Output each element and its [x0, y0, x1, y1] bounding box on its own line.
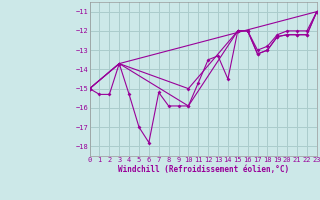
X-axis label: Windchill (Refroidissement éolien,°C): Windchill (Refroidissement éolien,°C) [118, 165, 289, 174]
